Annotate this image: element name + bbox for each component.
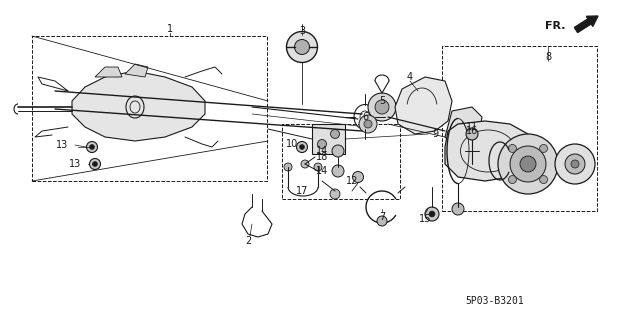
Circle shape	[425, 207, 439, 221]
Circle shape	[377, 216, 387, 226]
Circle shape	[571, 160, 579, 168]
Circle shape	[565, 154, 585, 174]
FancyArrow shape	[574, 16, 598, 33]
Circle shape	[375, 100, 389, 114]
Circle shape	[520, 156, 536, 172]
Circle shape	[466, 128, 478, 140]
Circle shape	[364, 120, 372, 128]
Circle shape	[90, 159, 100, 169]
Circle shape	[510, 146, 546, 182]
Text: 9: 9	[432, 129, 438, 139]
Text: 5: 5	[379, 96, 385, 106]
Text: 18: 18	[316, 152, 328, 162]
Circle shape	[540, 145, 548, 152]
Text: 1: 1	[167, 24, 173, 34]
Text: 14: 14	[316, 166, 328, 176]
Text: 16: 16	[466, 126, 478, 136]
Text: 14: 14	[316, 146, 328, 156]
Text: 11: 11	[466, 122, 478, 132]
Bar	[32, 36, 267, 181]
Bar	[282, 124, 400, 199]
Circle shape	[555, 144, 595, 184]
Circle shape	[332, 145, 344, 157]
Circle shape	[330, 130, 339, 138]
Polygon shape	[395, 77, 452, 134]
Circle shape	[540, 175, 548, 183]
Circle shape	[90, 145, 95, 150]
Circle shape	[332, 165, 344, 177]
Text: 4: 4	[407, 72, 413, 82]
Text: 3: 3	[299, 26, 305, 36]
Circle shape	[300, 145, 305, 150]
Circle shape	[284, 163, 292, 171]
Circle shape	[317, 139, 326, 149]
Polygon shape	[95, 67, 122, 77]
Text: 10: 10	[286, 139, 298, 149]
Bar	[442, 46, 597, 211]
Circle shape	[287, 32, 317, 63]
Text: 8: 8	[545, 52, 551, 62]
Circle shape	[301, 160, 309, 168]
Polygon shape	[312, 124, 345, 154]
Text: 17: 17	[296, 186, 308, 196]
Circle shape	[508, 145, 516, 152]
Text: 13: 13	[56, 140, 68, 150]
Polygon shape	[125, 64, 148, 77]
Polygon shape	[445, 121, 532, 181]
Circle shape	[314, 163, 322, 171]
Circle shape	[93, 161, 97, 167]
Circle shape	[498, 134, 558, 194]
Circle shape	[353, 172, 364, 182]
Text: 15: 15	[419, 214, 431, 224]
Text: 7: 7	[379, 212, 385, 222]
Text: 6: 6	[362, 112, 368, 122]
Polygon shape	[445, 107, 482, 147]
Circle shape	[368, 93, 396, 121]
Circle shape	[452, 203, 464, 215]
Circle shape	[330, 189, 340, 199]
Polygon shape	[72, 71, 205, 141]
Text: 13: 13	[69, 159, 81, 169]
Text: 12: 12	[346, 176, 358, 186]
Circle shape	[359, 115, 377, 133]
Text: 2: 2	[245, 236, 251, 246]
Text: FR.: FR.	[545, 21, 566, 31]
Circle shape	[86, 142, 97, 152]
Circle shape	[429, 211, 435, 217]
Circle shape	[296, 142, 307, 152]
Circle shape	[294, 40, 310, 55]
Circle shape	[508, 175, 516, 183]
Text: 5P03-B3201: 5P03-B3201	[466, 296, 524, 306]
